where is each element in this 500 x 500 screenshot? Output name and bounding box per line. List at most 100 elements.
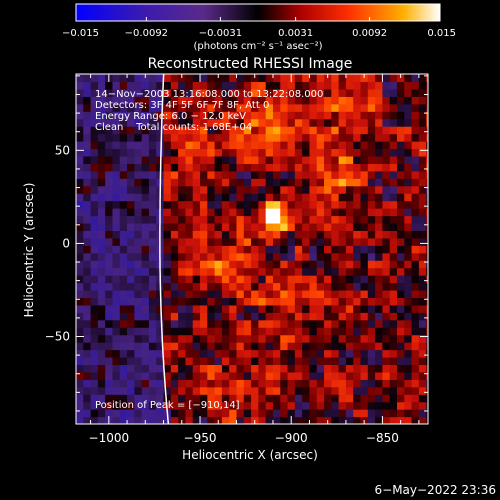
heatmap-cell: [382, 416, 391, 424]
heatmap-cell: [214, 334, 223, 343]
heatmap-cell: [280, 222, 289, 231]
heatmap-cell: [345, 416, 354, 424]
heatmap-cell: [141, 356, 150, 366]
heatmap-cell: [316, 371, 325, 380]
heatmap-cell: [309, 364, 318, 373]
heatmap-cell: [418, 260, 427, 269]
heatmap-cell: [411, 185, 420, 194]
heatmap-cell: [382, 327, 391, 336]
heatmap-cell: [236, 349, 245, 358]
heatmap-cell: [309, 297, 318, 306]
heatmap-cell: [345, 327, 354, 336]
heatmap-cell: [345, 200, 354, 209]
heatmap-cell: [338, 185, 347, 194]
heatmap-cell: [404, 74, 413, 83]
heatmap-cell: [112, 103, 121, 112]
heatmap-cell: [178, 334, 187, 343]
heatmap-cell: [229, 327, 238, 336]
heatmap-cell: [156, 334, 165, 343]
heatmap-cell: [185, 148, 194, 157]
heatmap-cell: [411, 319, 420, 328]
heatmap-cell: [309, 327, 318, 336]
heatmap-cell: [265, 81, 274, 90]
heatmap-cell: [367, 416, 376, 424]
heatmap-cell: [251, 371, 259, 380]
heatmap-cell: [76, 267, 84, 276]
heatmap-cell: [353, 81, 362, 90]
heatmap-cell: [141, 327, 150, 336]
heatmap-cell: [178, 88, 187, 97]
heatmap-cell: [105, 327, 114, 336]
heatmap-cell: [221, 155, 230, 164]
heatmap-cell: [163, 379, 172, 388]
heatmap-cell: [119, 111, 128, 120]
heatmap-cell: [163, 126, 172, 135]
heatmap-cell: [156, 327, 165, 336]
heatmap-cell: [389, 342, 398, 351]
heatmap-cell: [367, 371, 376, 380]
heatmap-cell: [105, 155, 114, 164]
heatmap-cell: [148, 319, 157, 328]
heatmap-cell: [192, 193, 201, 202]
heatmap-cell: [127, 334, 135, 343]
heatmap-cell: [258, 170, 267, 179]
heatmap-cell: [265, 96, 274, 105]
heatmap-cell: [345, 185, 354, 194]
heatmap-cell: [389, 222, 398, 231]
heatmap-cell: [338, 319, 347, 328]
heatmap-cell: [324, 289, 332, 299]
heatmap-cell: [309, 200, 318, 209]
heatmap-cell: [375, 252, 384, 261]
heatmap-cell: [338, 200, 347, 209]
heatmap-cell: [404, 170, 413, 179]
heatmap-cell: [178, 349, 187, 358]
heatmap-cell: [214, 289, 223, 299]
heatmap-cell: [90, 289, 99, 299]
heatmap-cell: [236, 319, 245, 328]
heatmap-cell: [331, 141, 340, 150]
heatmap-cell: [243, 312, 252, 321]
heatmap-cell: [345, 148, 354, 157]
heatmap-cell: [221, 148, 230, 157]
heatmap-cell: [214, 81, 223, 90]
heatmap-cell: [170, 327, 179, 336]
heatmap-cell: [185, 155, 194, 164]
heatmap-cell: [316, 178, 325, 187]
heatmap-cell: [426, 81, 428, 90]
heatmap-cell: [375, 327, 384, 336]
heatmap-cell: [272, 200, 281, 209]
heatmap-cell: [375, 386, 384, 395]
heatmap-cell: [426, 118, 428, 127]
heatmap-cell: [192, 170, 201, 179]
heatmap-cell: [338, 141, 347, 150]
heatmap-cell: [127, 222, 135, 231]
heatmap-cell: [170, 252, 179, 261]
heatmap-cell: [287, 356, 296, 366]
heatmap-cell: [411, 304, 420, 313]
heatmap-cell: [192, 334, 201, 343]
heatmap-cell: [105, 208, 114, 217]
heatmap-cell: [134, 148, 143, 157]
heatmap-cell: [178, 356, 187, 366]
heatmap-cell: [426, 222, 428, 231]
heatmap-cell: [375, 208, 384, 217]
heatmap-cell: [382, 401, 391, 410]
heatmap-cell: [375, 349, 384, 358]
heatmap-cell: [170, 319, 179, 328]
heatmap-cell: [200, 252, 208, 261]
heatmap-cell: [185, 208, 194, 217]
heatmap-cell: [170, 386, 179, 395]
heatmap-cell: [404, 401, 413, 410]
heatmap-cell: [83, 275, 92, 284]
heatmap-cell: [148, 185, 157, 194]
heatmap-cell: [316, 126, 325, 135]
heatmap-cell: [338, 230, 347, 239]
heatmap-cell: [185, 118, 194, 127]
heatmap-cell: [97, 349, 106, 358]
heatmap-cell: [105, 237, 114, 246]
heatmap-cell: [185, 312, 194, 321]
heatmap-cell: [90, 208, 99, 217]
heatmap-cell: [127, 141, 135, 150]
heatmap-cell: [389, 289, 398, 299]
